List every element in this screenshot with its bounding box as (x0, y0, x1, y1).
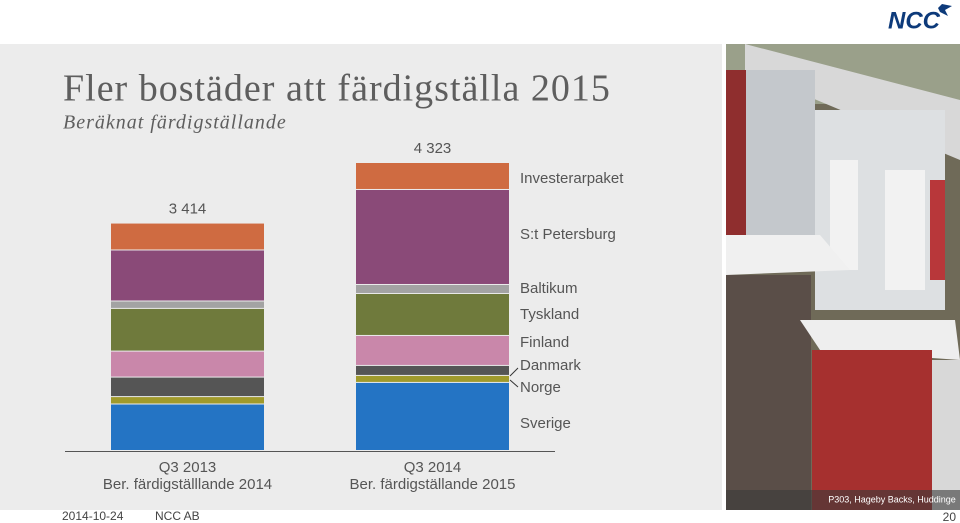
bar-segment (356, 375, 509, 382)
x-tick-sublabel: Ber. färdigställlande 2014 (103, 476, 272, 493)
page-number: 20 (943, 510, 957, 523)
bar-segment (111, 223, 264, 250)
legend-label: Tyskland (520, 306, 579, 323)
bar-segment (356, 163, 509, 189)
bar-segment (111, 308, 264, 351)
bar-segment (356, 293, 509, 335)
x-tick-label: Q3 2013 (159, 459, 217, 476)
legend-label: Finland (520, 334, 569, 351)
legend-label: Norge (520, 379, 561, 396)
bar-segment (111, 351, 264, 377)
logo-star (938, 4, 952, 16)
leader-line (509, 367, 519, 377)
bar-segment (356, 335, 509, 365)
slide-title: Fler bostäder att färdigställa 2015 (63, 68, 611, 110)
legend-label: Baltikum (520, 280, 578, 297)
bar-segment (356, 189, 509, 284)
photo-caption: P303, Hageby Backs, Huddinge (828, 494, 956, 504)
slide-subtitle: Beräknat färdigställande (63, 112, 287, 134)
total-label: 4 323 (414, 140, 452, 157)
footer-company: NCC AB (155, 509, 200, 523)
bar-segment (356, 284, 509, 293)
leader-line (509, 379, 519, 388)
legend-label: Investerarpaket (520, 170, 624, 187)
x-tick-label: Q3 2014 (404, 459, 462, 476)
bar-segment (356, 365, 509, 375)
total-label: 3 414 (169, 201, 207, 218)
footer-date: 2014-10-24 (62, 509, 124, 523)
photo (726, 44, 960, 510)
bar-segment (111, 397, 264, 404)
legend-label: Danmark (520, 357, 581, 374)
bar-segment (356, 382, 509, 450)
x-tick-sublabel: Ber. färdigställande 2015 (350, 476, 516, 493)
bar-segment (111, 377, 264, 397)
logo: NCC (888, 7, 941, 34)
legend-label: S:t Petersburg (520, 226, 616, 243)
legend-label: Sverige (520, 415, 571, 432)
bar-segment (111, 404, 264, 450)
bar-segment (111, 250, 264, 301)
bar-segment (111, 301, 264, 308)
